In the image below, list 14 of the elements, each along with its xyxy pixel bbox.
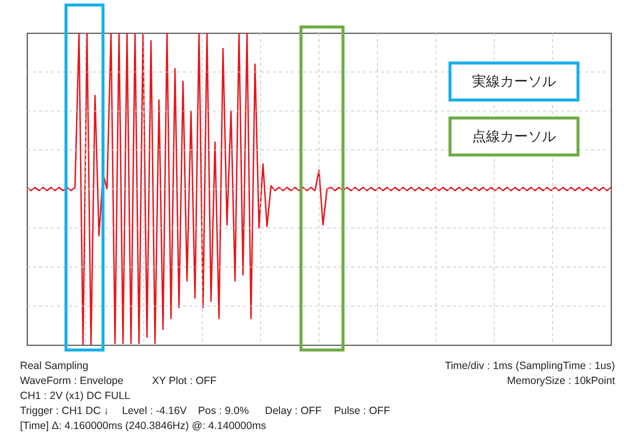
text: CH1 : 2V (x1) DC FULL — [20, 390, 130, 402]
text: MemorySize : 10kPoint — [507, 375, 616, 387]
text: Pulse : OFF — [334, 405, 390, 417]
text: Real Sampling — [20, 360, 88, 372]
text: Level : -4.16V — [122, 405, 187, 417]
annotation: 点線カーソル — [472, 129, 556, 145]
text: WaveForm : Envelope — [20, 375, 124, 387]
text: XY Plot : OFF — [152, 375, 217, 387]
text: Pos : 9.0% — [198, 405, 249, 417]
annotation: 実線カーソル — [472, 74, 556, 90]
text: Delay : OFF — [265, 405, 322, 417]
text: Time/div : 1ms (SamplingTime : 1us) — [444, 360, 615, 372]
text: Trigger : CH1 DC ↓ — [20, 405, 109, 417]
text: [Time] Δ: 4.160000ms (240.3846Hz) @: 4.140000ms — [20, 420, 266, 432]
